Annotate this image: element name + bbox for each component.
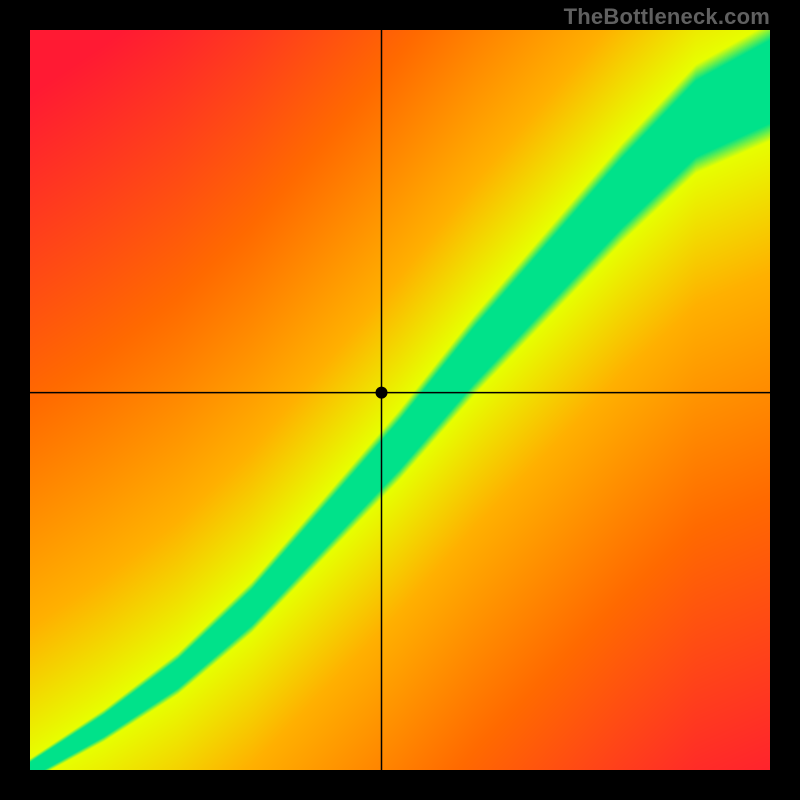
figure-container: TheBottleneck.com: [0, 0, 800, 800]
watermark-text: TheBottleneck.com: [564, 4, 770, 30]
bottleneck-heatmap: [30, 30, 770, 770]
